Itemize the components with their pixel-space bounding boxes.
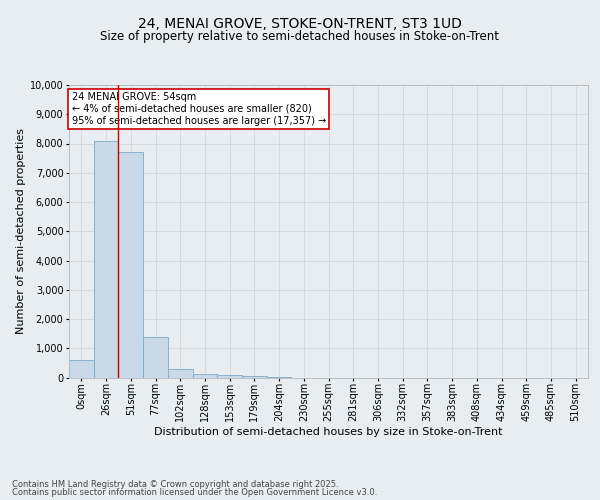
Y-axis label: Number of semi-detached properties: Number of semi-detached properties bbox=[16, 128, 26, 334]
Bar bbox=[242, 376, 267, 378]
Text: 24, MENAI GROVE, STOKE-ON-TRENT, ST3 1UD: 24, MENAI GROVE, STOKE-ON-TRENT, ST3 1UD bbox=[138, 18, 462, 32]
Bar bbox=[217, 375, 242, 378]
X-axis label: Distribution of semi-detached houses by size in Stoke-on-Trent: Distribution of semi-detached houses by … bbox=[154, 426, 503, 436]
Bar bbox=[168, 370, 193, 378]
Text: 24 MENAI GROVE: 54sqm
← 4% of semi-detached houses are smaller (820)
95% of semi: 24 MENAI GROVE: 54sqm ← 4% of semi-detac… bbox=[71, 92, 326, 126]
Bar bbox=[143, 336, 168, 378]
Text: Contains HM Land Registry data © Crown copyright and database right 2025.: Contains HM Land Registry data © Crown c… bbox=[12, 480, 338, 489]
Bar bbox=[94, 140, 118, 378]
Text: Size of property relative to semi-detached houses in Stoke-on-Trent: Size of property relative to semi-detach… bbox=[101, 30, 499, 43]
Bar bbox=[69, 360, 94, 378]
Bar bbox=[118, 152, 143, 378]
Bar bbox=[193, 374, 217, 378]
Text: Contains public sector information licensed under the Open Government Licence v3: Contains public sector information licen… bbox=[12, 488, 377, 497]
